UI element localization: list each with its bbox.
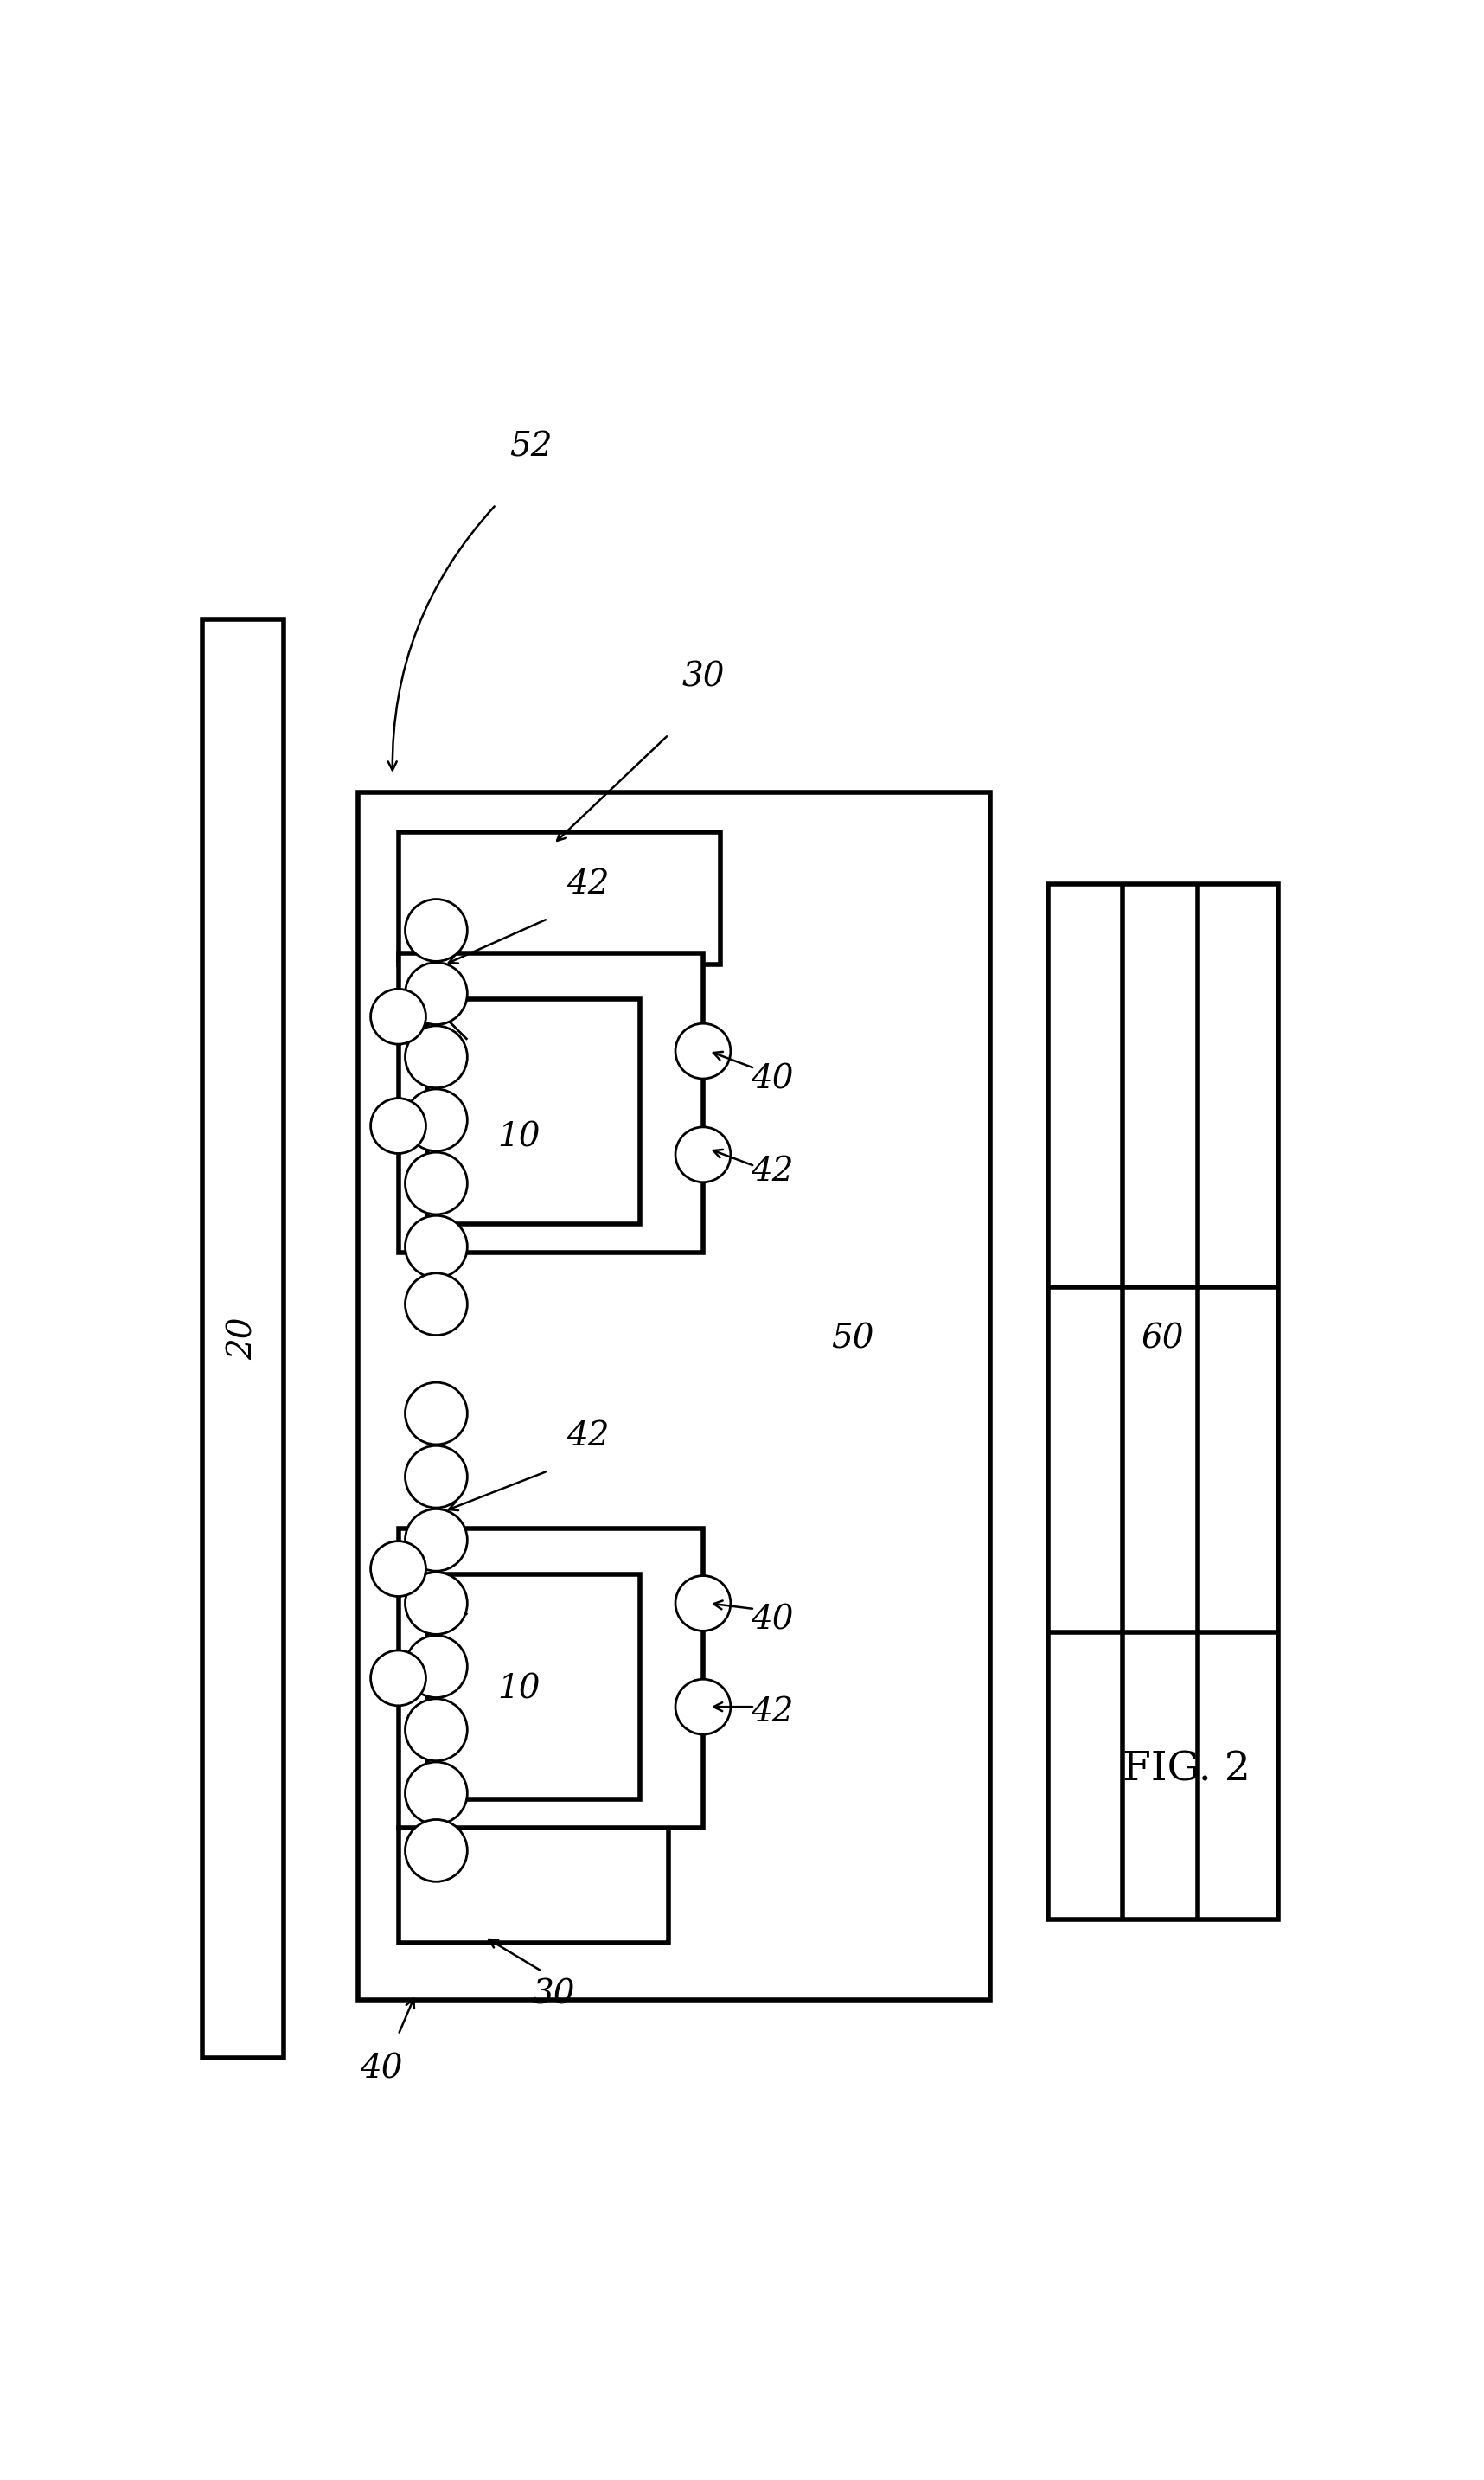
Text: 42: 42 — [751, 1696, 794, 1729]
Circle shape — [675, 1024, 730, 1079]
Circle shape — [405, 1272, 467, 1334]
Circle shape — [405, 962, 467, 1024]
Circle shape — [371, 1099, 426, 1153]
Bar — [203, 620, 283, 2058]
Circle shape — [675, 1126, 730, 1183]
Circle shape — [405, 1508, 467, 1570]
Text: 60: 60 — [1141, 1322, 1184, 1354]
Text: 42: 42 — [567, 868, 610, 900]
Text: 40: 40 — [359, 2053, 402, 2086]
Text: 10: 10 — [497, 1674, 540, 1706]
Circle shape — [371, 1540, 426, 1597]
Circle shape — [675, 1679, 730, 1734]
Circle shape — [405, 1089, 467, 1151]
Circle shape — [405, 1381, 467, 1443]
Circle shape — [371, 990, 426, 1044]
Bar — [427, 1575, 640, 1798]
Circle shape — [371, 1649, 426, 1706]
Bar — [398, 1828, 669, 1942]
Circle shape — [405, 1153, 467, 1215]
Circle shape — [405, 1027, 467, 1089]
Text: 42: 42 — [567, 1421, 610, 1453]
Circle shape — [405, 900, 467, 962]
Bar — [398, 1528, 703, 1828]
Circle shape — [405, 1446, 467, 1508]
Text: 20: 20 — [227, 1317, 260, 1359]
Bar — [1048, 885, 1278, 1920]
Bar — [427, 999, 640, 1223]
Circle shape — [405, 1820, 467, 1882]
Circle shape — [405, 1572, 467, 1634]
Text: 50: 50 — [831, 1322, 874, 1354]
Bar — [358, 791, 991, 2001]
Text: 40: 40 — [751, 1605, 794, 1637]
Text: 42: 42 — [751, 1156, 794, 1188]
Text: 30: 30 — [533, 1979, 574, 2011]
Text: 52: 52 — [509, 432, 552, 464]
Circle shape — [405, 1699, 467, 1761]
Text: FIG. 2: FIG. 2 — [1122, 1751, 1250, 1791]
Bar — [398, 833, 720, 965]
Circle shape — [405, 1761, 467, 1825]
Text: 10: 10 — [497, 1121, 540, 1153]
Circle shape — [675, 1575, 730, 1632]
Text: 40: 40 — [751, 1064, 794, 1096]
Text: 30: 30 — [681, 662, 724, 694]
Circle shape — [405, 1215, 467, 1277]
Circle shape — [405, 1634, 467, 1699]
Bar — [398, 952, 703, 1252]
